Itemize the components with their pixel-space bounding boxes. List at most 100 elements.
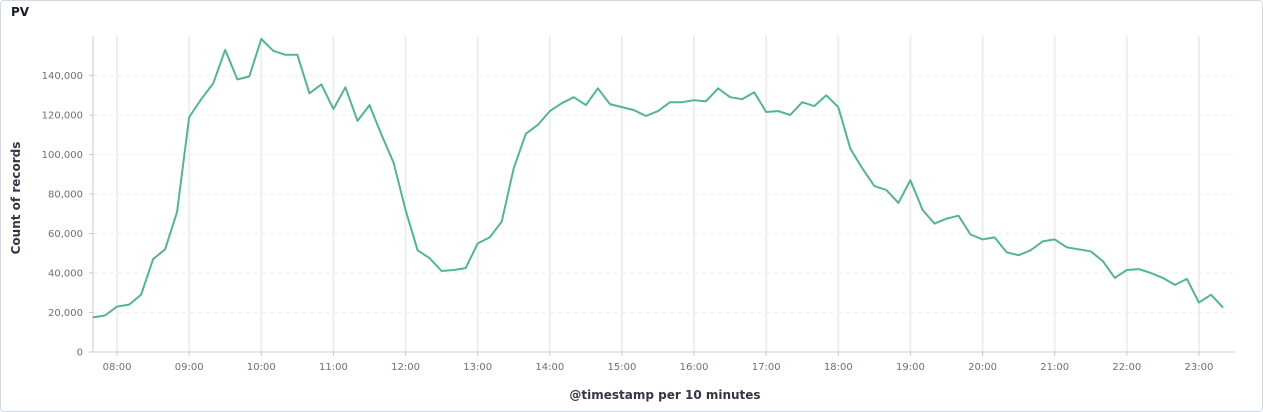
data-point (669, 101, 671, 103)
data-point (681, 101, 683, 103)
x-tick-label: 20:00 (968, 362, 997, 373)
data-point (477, 242, 479, 244)
data-point (1090, 250, 1092, 252)
x-tick-label: 23:00 (1185, 362, 1214, 373)
data-point (380, 134, 382, 136)
data-point (861, 167, 863, 169)
data-point (789, 114, 791, 116)
y-axis-title: Count of records (9, 142, 23, 255)
data-point (609, 103, 611, 105)
data-point (645, 115, 647, 117)
data-point (1029, 249, 1031, 251)
data-point (801, 101, 803, 103)
x-tick-label: 12:00 (391, 362, 420, 373)
data-point (404, 209, 406, 211)
data-point (705, 100, 707, 102)
data-point (308, 92, 310, 94)
data-point (356, 120, 358, 122)
data-point (945, 218, 947, 220)
data-point (1126, 269, 1128, 271)
data-point (525, 133, 527, 135)
data-point (260, 38, 262, 40)
axis-layer: 08:00 09:00 10:00 11:00 12:00 13:00 14:00 15:00… (42, 36, 1235, 373)
x-tick-label: 19:00 (896, 362, 925, 373)
data-point (200, 98, 202, 100)
data-point (368, 104, 370, 106)
data-point (140, 294, 142, 296)
data-point (849, 147, 851, 149)
data-point (597, 87, 599, 89)
data-point (957, 215, 959, 217)
x-tick-label: 16:00 (680, 362, 709, 373)
data-point (236, 78, 238, 80)
data-point (188, 116, 190, 118)
grid-layer (93, 36, 1235, 352)
data-point (825, 94, 827, 96)
x-tick-label: 18:00 (824, 362, 853, 373)
data-point (633, 109, 635, 111)
data-point (729, 96, 731, 98)
data-point (428, 257, 430, 259)
data-point (344, 86, 346, 88)
y-tick-label: 120,000 (42, 111, 83, 122)
data-point (224, 49, 226, 51)
data-point (981, 238, 983, 240)
data-point (813, 105, 815, 107)
y-tick-label: 0 (77, 348, 83, 359)
data-point (212, 82, 214, 84)
data-point (693, 99, 695, 101)
data-point (272, 50, 274, 52)
data-point (440, 270, 442, 272)
data-point (993, 236, 995, 238)
data-point (885, 189, 887, 191)
data-point (1138, 268, 1140, 270)
y-tick-label: 100,000 (42, 150, 83, 161)
series-line (92, 38, 1224, 319)
data-point (585, 104, 587, 106)
data-point (452, 269, 454, 271)
x-tick-label: 17:00 (752, 362, 781, 373)
panel-title: PV (11, 5, 30, 19)
x-tick-label: 10:00 (247, 362, 276, 373)
data-point (1150, 272, 1152, 274)
data-point (513, 167, 515, 169)
data-point (501, 221, 503, 223)
data-point (1114, 277, 1116, 279)
data-point (549, 110, 551, 112)
data-point (837, 106, 839, 108)
y-tick-label: 80,000 (48, 190, 83, 201)
data-point (1042, 240, 1044, 242)
data-point (1102, 260, 1104, 262)
data-point (1054, 238, 1056, 240)
data-point (296, 54, 298, 56)
data-point (104, 314, 106, 316)
data-point (897, 202, 899, 204)
y-tick-label: 60,000 (48, 229, 83, 240)
data-point (753, 91, 755, 93)
data-point (489, 236, 491, 238)
data-point (717, 87, 719, 89)
data-point (657, 110, 659, 112)
x-tick-label: 11:00 (319, 362, 348, 373)
data-point (248, 75, 250, 77)
y-tick-label: 40,000 (48, 269, 83, 280)
data-point (1210, 294, 1212, 296)
data-point (332, 108, 334, 110)
data-point (416, 249, 418, 251)
y-tick-label: 140,000 (42, 71, 83, 82)
data-point (537, 124, 539, 126)
data-point (741, 98, 743, 100)
x-tick-label: 08:00 (103, 362, 132, 373)
data-point (164, 248, 166, 250)
data-point (909, 179, 911, 181)
data-point (116, 305, 118, 307)
x-tick-label: 22:00 (1112, 362, 1141, 373)
x-tick-label: 14:00 (535, 362, 564, 373)
series-layer (92, 38, 1224, 319)
data-point (969, 233, 971, 235)
y-tick-label: 20,000 (48, 308, 83, 319)
data-point (621, 106, 623, 108)
data-point (152, 258, 154, 260)
